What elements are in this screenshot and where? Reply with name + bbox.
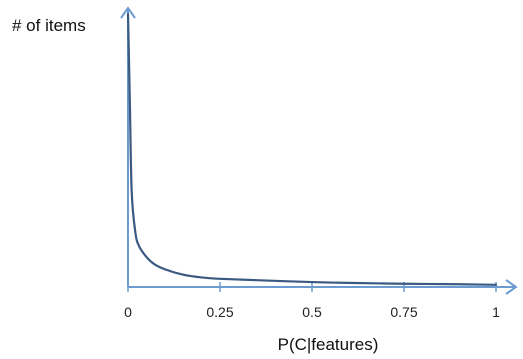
x-tick-label: 0.25 [206, 304, 233, 320]
x-axis-arrowhead [505, 279, 518, 295]
x-tick-label: 1 [492, 304, 500, 320]
x-axis-title: P(C|features) [278, 335, 379, 354]
y-axis-arrowhead [120, 6, 136, 19]
axes [120, 6, 518, 295]
series-layer [126, 12, 498, 286]
x-tick-label: 0.5 [302, 304, 322, 320]
x-ticks: 0 0.25 0.5 0.75 1 [124, 282, 500, 320]
series-line [126, 12, 498, 286]
x-tick-label: 0.75 [390, 304, 417, 320]
y-axis-title: # of items [12, 16, 86, 35]
x-tick-label: 0 [124, 304, 132, 320]
